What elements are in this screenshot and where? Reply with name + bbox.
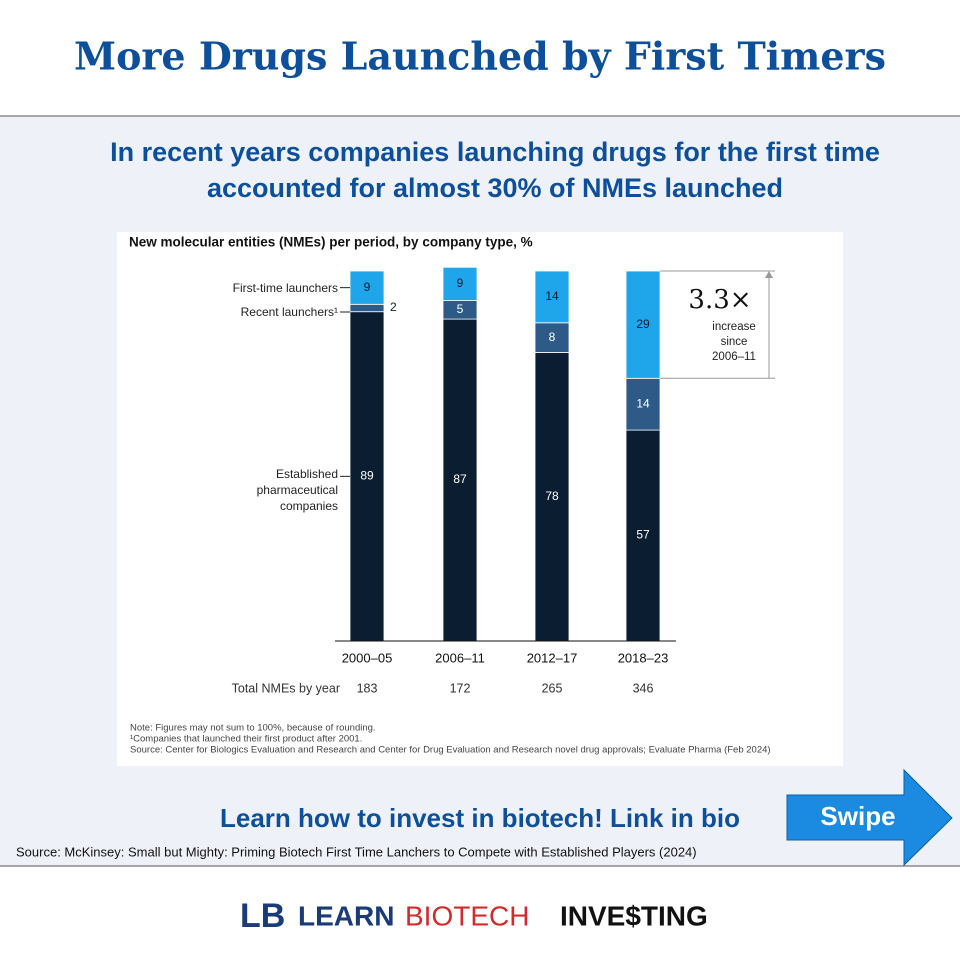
swipe-label[interactable]: Swipe bbox=[820, 801, 895, 831]
bar-segment bbox=[625, 377, 661, 431]
brand: BIOTECH bbox=[405, 900, 529, 931]
brand: INVE$TING bbox=[560, 900, 708, 931]
value-label: 2 bbox=[390, 300, 397, 314]
source: Source: McKinsey: Small but Mighty: Prim… bbox=[16, 844, 697, 859]
brand: LEARN bbox=[298, 900, 394, 931]
bar-segment bbox=[442, 266, 478, 301]
x-tick-label: 2012–17 bbox=[527, 650, 578, 665]
note: Note: Figures may not sum to 100%, becau… bbox=[130, 723, 376, 734]
bar-segment bbox=[625, 270, 661, 379]
value-label: 14 bbox=[636, 396, 650, 410]
swipe-button[interactable] bbox=[786, 768, 953, 867]
bar-segment bbox=[534, 322, 570, 353]
legend-label: Recent launchers¹ bbox=[240, 305, 338, 319]
total-value: 346 bbox=[633, 681, 654, 695]
annotation-text: increase since 2006–11 bbox=[712, 321, 756, 363]
x-tick-label: 2006–11 bbox=[435, 650, 485, 665]
value-label: 5 bbox=[457, 302, 464, 316]
note: Source: Center for Biologics Evaluation … bbox=[130, 745, 771, 756]
bracket-arrow bbox=[765, 271, 773, 278]
chart-panel bbox=[117, 232, 843, 766]
value-label: 29 bbox=[636, 317, 650, 331]
x-tick-label: 2018–23 bbox=[618, 650, 669, 665]
subtitle: In recent years companies launching drug… bbox=[110, 137, 880, 167]
bar-segment bbox=[349, 303, 385, 313]
value-label: 87 bbox=[453, 472, 467, 486]
annotation-value: 3.3× bbox=[688, 285, 752, 315]
total-value: 265 bbox=[542, 681, 563, 695]
value-label: 57 bbox=[636, 528, 650, 542]
value-label: 89 bbox=[360, 469, 374, 483]
total-value: 183 bbox=[357, 681, 378, 695]
total-value: 172 bbox=[450, 681, 471, 695]
note: ¹Companies that launched their first pro… bbox=[130, 734, 362, 745]
legend-label: Established pharmaceutical companies bbox=[256, 467, 338, 514]
value-label: 9 bbox=[457, 276, 464, 290]
value-label: 14 bbox=[545, 289, 559, 303]
bar-segment bbox=[534, 351, 570, 642]
value-label: 8 bbox=[549, 330, 556, 344]
value-label: 78 bbox=[545, 489, 559, 503]
legend-label: First-time launchers bbox=[232, 280, 338, 295]
chart-title: New molecular entities (NMEs) per period… bbox=[129, 235, 533, 250]
x-tick-label: 2000–05 bbox=[342, 650, 393, 665]
cta: Learn how to invest in biotech! Link in … bbox=[220, 803, 740, 833]
logo-mark: LB bbox=[240, 897, 285, 935]
value-label: 9 bbox=[364, 280, 371, 294]
page-title: More Drugs Launched by First Timers bbox=[74, 34, 886, 79]
subtitle: accounted for almost 30% of NMEs launche… bbox=[207, 173, 783, 203]
bar-segment bbox=[534, 270, 570, 324]
bar-segment bbox=[625, 429, 661, 642]
totals-label: Total NMEs by year bbox=[232, 681, 340, 695]
